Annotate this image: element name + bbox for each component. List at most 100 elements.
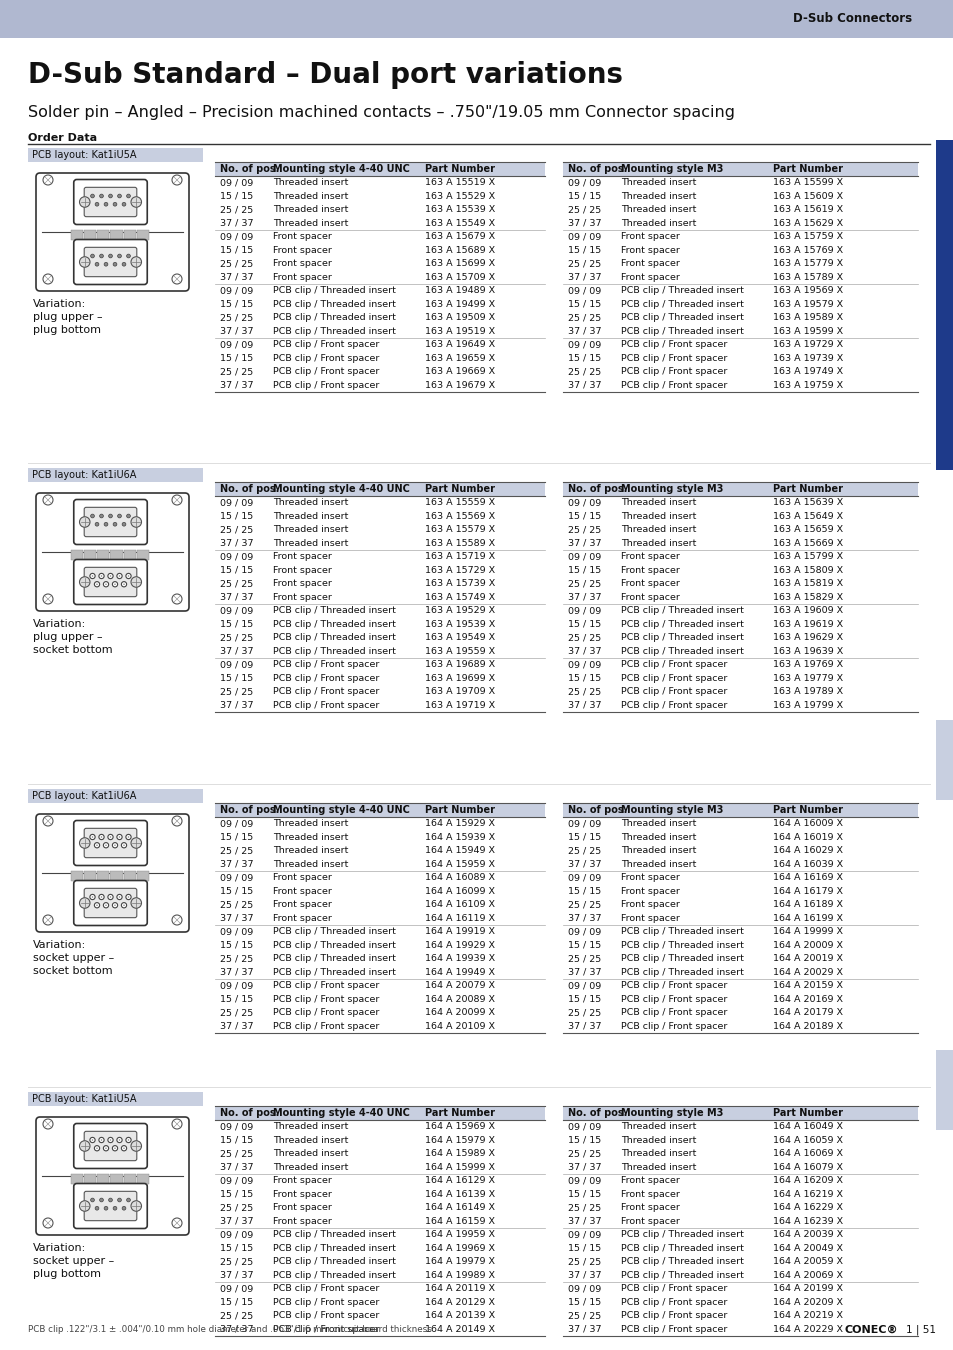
Circle shape (96, 904, 97, 906)
Circle shape (123, 904, 125, 906)
Text: Front spacer: Front spacer (620, 873, 679, 883)
Text: 163 A 15579 X: 163 A 15579 X (424, 525, 495, 535)
Circle shape (131, 576, 141, 587)
Text: 37 / 37: 37 / 37 (220, 593, 253, 602)
Circle shape (109, 514, 112, 518)
Circle shape (99, 1199, 103, 1202)
Text: 25 / 25: 25 / 25 (567, 259, 600, 269)
Circle shape (127, 194, 131, 198)
Text: PCB layout: Kat1iU6A: PCB layout: Kat1iU6A (32, 791, 136, 801)
Text: Front spacer: Front spacer (273, 579, 332, 589)
Text: Threaded insert: Threaded insert (273, 178, 348, 188)
Bar (935, 140, 953, 470)
Circle shape (79, 898, 90, 909)
Text: 163 A 15759 X: 163 A 15759 X (772, 232, 842, 242)
Text: 25 / 25: 25 / 25 (567, 1203, 600, 1212)
Text: 163 A 19609 X: 163 A 19609 X (772, 606, 842, 616)
Text: 164 A 15949 X: 164 A 15949 X (424, 846, 495, 856)
Text: 163 A 15599 X: 163 A 15599 X (772, 178, 842, 188)
Text: socket bottom: socket bottom (33, 967, 112, 976)
Text: 15 / 15: 15 / 15 (220, 833, 253, 842)
Circle shape (122, 262, 126, 266)
Text: Threaded insert: Threaded insert (620, 833, 696, 842)
FancyBboxPatch shape (84, 1191, 136, 1220)
Circle shape (91, 1199, 94, 1202)
Circle shape (128, 836, 129, 838)
Text: 09 / 09: 09 / 09 (567, 1284, 600, 1293)
Text: 164 A 16099 X: 164 A 16099 X (424, 887, 495, 896)
Text: PCB clip / Threaded insert: PCB clip / Threaded insert (620, 300, 743, 309)
Text: Order Data: Order Data (28, 134, 97, 143)
Text: 163 A 15829 X: 163 A 15829 X (772, 593, 842, 602)
Text: D-Sub Connectors: D-Sub Connectors (792, 12, 911, 26)
Text: Front spacer: Front spacer (273, 1176, 332, 1185)
Text: 25 / 25: 25 / 25 (567, 1311, 600, 1320)
Text: PCB clip / Front spacer: PCB clip / Front spacer (620, 1008, 726, 1018)
Text: Threaded insert: Threaded insert (620, 1149, 696, 1158)
Circle shape (118, 1139, 120, 1141)
Text: 25 / 25: 25 / 25 (220, 525, 253, 535)
Text: 164 A 16139 X: 164 A 16139 X (424, 1189, 495, 1199)
Text: PCB clip / Front spacer: PCB clip / Front spacer (273, 1284, 379, 1293)
Text: Threaded insert: Threaded insert (273, 539, 348, 548)
Text: PCB clip / Threaded insert: PCB clip / Threaded insert (273, 647, 395, 656)
Text: 09 / 09: 09 / 09 (567, 1122, 600, 1131)
Text: 15 / 15: 15 / 15 (567, 566, 600, 575)
Circle shape (117, 1137, 122, 1142)
Text: 1 | 51: 1 | 51 (905, 1324, 935, 1335)
Text: 25 / 25: 25 / 25 (220, 687, 253, 697)
Circle shape (79, 197, 90, 208)
Text: Variation:: Variation: (33, 620, 86, 629)
Bar (137, 549, 150, 560)
Text: 163 A 19499 X: 163 A 19499 X (424, 300, 495, 309)
Text: PCB clip / Front spacer: PCB clip / Front spacer (620, 1311, 726, 1320)
Text: PCB clip / Front spacer: PCB clip / Front spacer (273, 660, 379, 670)
Circle shape (121, 903, 127, 909)
Text: No. of pos.: No. of pos. (220, 485, 279, 494)
Text: 164 A 20159 X: 164 A 20159 X (772, 981, 842, 991)
Circle shape (121, 1146, 127, 1150)
Text: 164 A 16019 X: 164 A 16019 X (772, 833, 842, 842)
Text: socket bottom: socket bottom (33, 645, 112, 655)
Circle shape (105, 845, 107, 846)
Text: 15 / 15: 15 / 15 (567, 512, 600, 521)
Text: 163 A 19749 X: 163 A 19749 X (772, 367, 842, 377)
Text: 37 / 37: 37 / 37 (220, 860, 253, 869)
Text: 25 / 25: 25 / 25 (567, 687, 600, 697)
Text: No. of pos.: No. of pos. (567, 1108, 627, 1118)
Text: 163 A 19679 X: 163 A 19679 X (424, 381, 495, 390)
Text: 163 A 15669 X: 163 A 15669 X (772, 539, 842, 548)
Text: Front spacer: Front spacer (273, 1216, 332, 1226)
Circle shape (117, 254, 121, 258)
Text: Front spacer: Front spacer (273, 566, 332, 575)
Bar (71, 230, 83, 240)
Text: 25 / 25: 25 / 25 (567, 579, 600, 589)
Text: 15 / 15: 15 / 15 (220, 1135, 253, 1145)
Text: 09 / 09: 09 / 09 (220, 340, 253, 350)
Text: 163 A 15709 X: 163 A 15709 X (424, 273, 495, 282)
Text: 15 / 15: 15 / 15 (567, 833, 600, 842)
Circle shape (91, 194, 94, 198)
Text: 163 A 15589 X: 163 A 15589 X (424, 539, 495, 548)
Text: 15 / 15: 15 / 15 (567, 941, 600, 950)
Circle shape (172, 815, 182, 826)
Text: 163 A 19789 X: 163 A 19789 X (772, 687, 842, 697)
Text: 25 / 25: 25 / 25 (567, 846, 600, 856)
Text: 25 / 25: 25 / 25 (567, 205, 600, 215)
Text: 163 A 19639 X: 163 A 19639 X (772, 647, 842, 656)
Text: 163 A 15549 X: 163 A 15549 X (424, 219, 495, 228)
Text: 09 / 09: 09 / 09 (220, 981, 253, 991)
Text: Front spacer: Front spacer (273, 900, 332, 910)
Bar (124, 871, 136, 882)
Text: 15 / 15: 15 / 15 (220, 941, 253, 950)
Text: Threaded insert: Threaded insert (620, 1162, 696, 1172)
Text: 25 / 25: 25 / 25 (220, 1257, 253, 1266)
Text: 09 / 09: 09 / 09 (220, 873, 253, 883)
Text: 164 A 16039 X: 164 A 16039 X (772, 860, 842, 869)
Text: 15 / 15: 15 / 15 (220, 354, 253, 363)
Text: Front spacer: Front spacer (620, 566, 679, 575)
Circle shape (103, 842, 109, 848)
Text: PCB clip / Threaded insert: PCB clip / Threaded insert (620, 927, 743, 937)
Text: PCB clip / Front spacer: PCB clip / Front spacer (620, 660, 726, 670)
Text: 164 A 19959 X: 164 A 19959 X (424, 1230, 495, 1239)
